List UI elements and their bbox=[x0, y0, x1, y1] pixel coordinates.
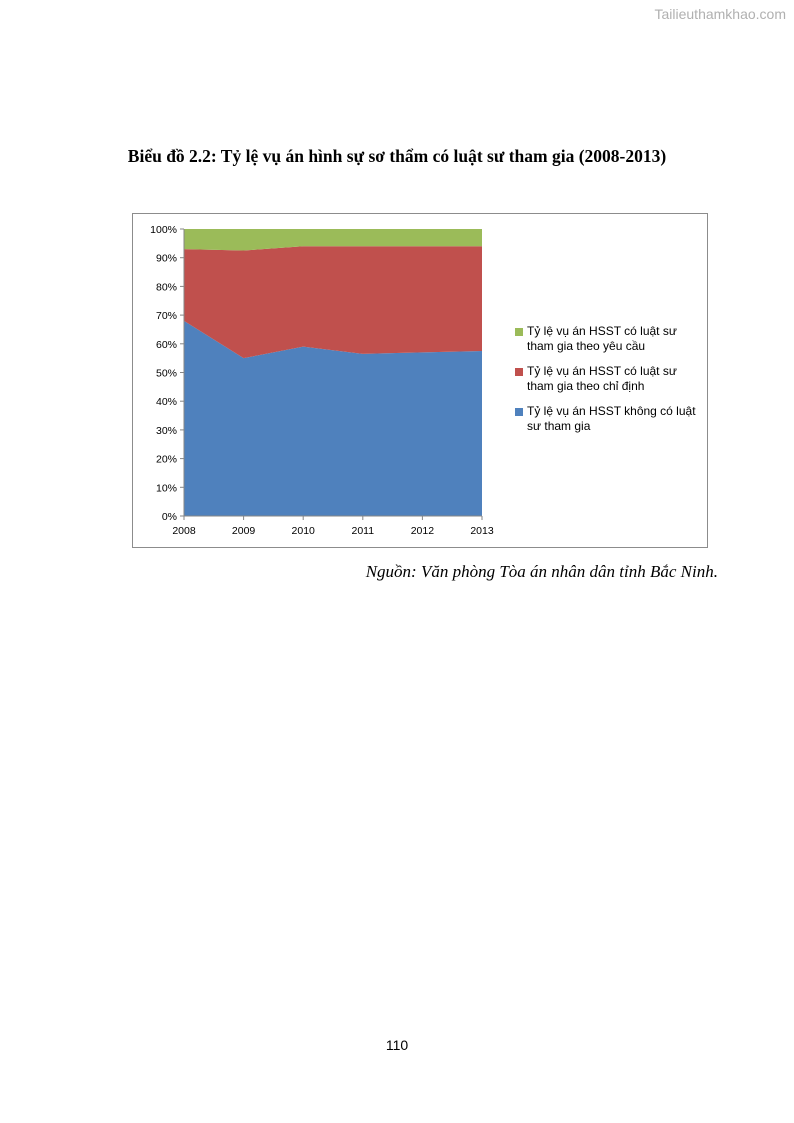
x-tick-label: 2009 bbox=[232, 525, 256, 537]
legend-swatch bbox=[515, 328, 523, 336]
area-series-0 bbox=[184, 320, 482, 516]
chart-title: Biểu đồ 2.2: Tỷ lệ vụ án hình sự sơ thẩm… bbox=[127, 146, 667, 166]
x-tick-label: 2008 bbox=[172, 525, 196, 537]
area-chart: 0% 10% 20% 30% 40% 50% 60% 70% 80% 90% 100% 2008 200… bbox=[150, 224, 494, 537]
area-series-1 bbox=[184, 246, 482, 359]
y-tick-label: 60% bbox=[156, 339, 177, 351]
y-tick-label: 30% bbox=[156, 425, 177, 437]
legend-swatch bbox=[515, 408, 523, 416]
legend-item: Tỷ lệ vụ án HSST có luật sư tham gia the… bbox=[515, 364, 705, 394]
watermark: Tailieuthamkhao.com bbox=[654, 6, 786, 22]
x-tick-label: 2010 bbox=[292, 525, 316, 537]
legend-swatch bbox=[515, 368, 523, 376]
x-tick-label: 2011 bbox=[352, 525, 375, 537]
source-note: Nguồn: Văn phòng Tòa án nhân dân tỉnh Bắ… bbox=[365, 562, 718, 581]
y-tick-label: 20% bbox=[156, 454, 177, 466]
legend-item: Tỷ lệ vụ án HSST có luật sư tham gia the… bbox=[515, 324, 705, 354]
y-tick-label: 10% bbox=[156, 482, 177, 494]
y-tick-label: 70% bbox=[156, 310, 177, 322]
y-tick-label: 50% bbox=[156, 368, 177, 380]
x-tick-label: 2012 bbox=[411, 525, 435, 537]
legend-label: Tỷ lệ vụ án HSST không có luật sư tham g… bbox=[527, 404, 696, 433]
legend-item: Tỷ lệ vụ án HSST không có luật sư tham g… bbox=[515, 404, 705, 434]
legend-label: Tỷ lệ vụ án HSST có luật sư tham gia the… bbox=[527, 364, 677, 393]
page-number: 110 bbox=[385, 1037, 409, 1053]
y-tick-label: 80% bbox=[156, 281, 177, 293]
y-tick-label: 40% bbox=[156, 396, 177, 408]
area-series-2 bbox=[184, 229, 482, 251]
x-tick-label: 2013 bbox=[470, 525, 494, 537]
y-tick-label: 90% bbox=[156, 253, 177, 265]
y-tick-label: 0% bbox=[162, 511, 177, 523]
legend-label: Tỷ lệ vụ án HSST có luật sư tham gia the… bbox=[527, 324, 677, 353]
y-tick-label: 100% bbox=[150, 224, 177, 236]
chart-frame: 0% 10% 20% 30% 40% 50% 60% 70% 80% 90% 100% 2008 200… bbox=[132, 213, 708, 548]
chart-legend: Tỷ lệ vụ án HSST có luật sư tham gia the… bbox=[515, 324, 705, 444]
